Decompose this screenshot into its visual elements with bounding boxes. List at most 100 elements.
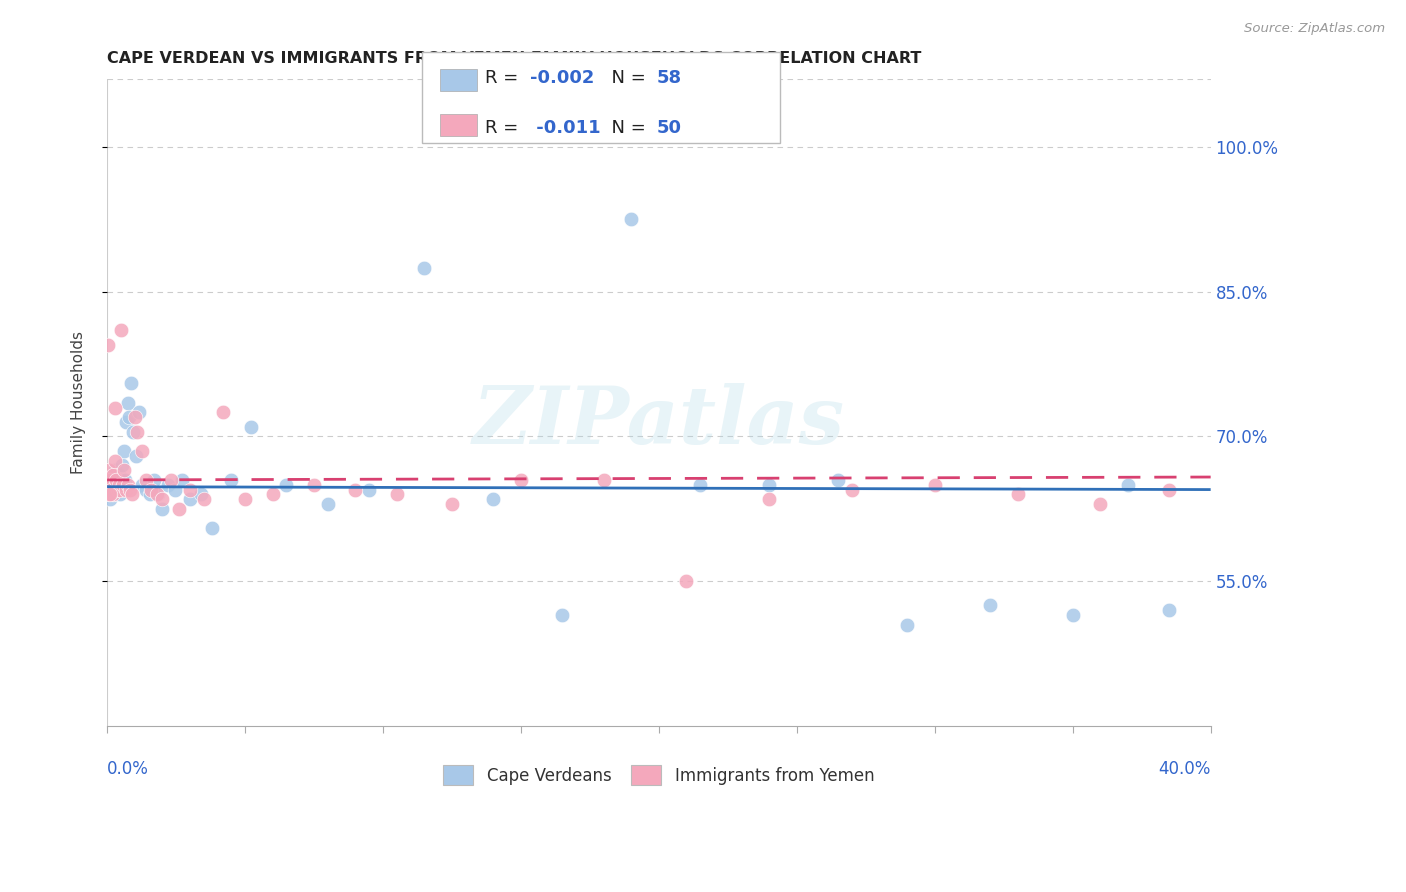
Point	[117, 477, 139, 491]
Point	[97, 338, 120, 352]
Point	[107, 477, 129, 491]
Text: CAPE VERDEAN VS IMMIGRANTS FROM YEMEN FAMILY HOUSEHOLDS CORRELATION CHART: CAPE VERDEAN VS IMMIGRANTS FROM YEMEN FA…	[107, 51, 921, 66]
Point	[114, 473, 136, 487]
Point	[212, 405, 235, 419]
Point	[924, 477, 946, 491]
Point	[179, 492, 201, 507]
Point	[193, 492, 215, 507]
Point	[841, 483, 863, 497]
Point	[620, 212, 643, 227]
Point	[1007, 487, 1029, 501]
Point	[509, 473, 531, 487]
Point	[896, 617, 918, 632]
Text: 58: 58	[657, 70, 682, 87]
Point	[110, 473, 132, 487]
Point	[135, 483, 157, 497]
Point	[156, 477, 179, 491]
Point	[128, 405, 150, 419]
Point	[108, 487, 131, 501]
Text: 40.0%: 40.0%	[1159, 760, 1211, 778]
Point	[114, 483, 136, 497]
Point	[675, 574, 697, 589]
Point	[131, 477, 153, 491]
Point	[979, 599, 1001, 613]
Point	[276, 477, 298, 491]
Point	[103, 477, 125, 491]
Point	[316, 497, 339, 511]
Point	[97, 487, 120, 501]
Point	[100, 477, 122, 491]
Point	[1213, 477, 1236, 491]
Point	[108, 468, 131, 483]
Point	[104, 401, 127, 415]
Point	[131, 444, 153, 458]
Legend: Cape Verdeans, Immigrants from Yemen: Cape Verdeans, Immigrants from Yemen	[437, 758, 882, 792]
Point	[302, 477, 325, 491]
Point	[101, 483, 124, 497]
Point	[118, 483, 141, 497]
Text: ZIPatlas: ZIPatlas	[472, 384, 845, 461]
Point	[201, 521, 224, 535]
Point	[101, 473, 124, 487]
Point	[190, 487, 212, 501]
Point	[112, 444, 135, 458]
Point	[111, 477, 134, 491]
Point	[98, 487, 121, 501]
Text: N =: N =	[600, 119, 652, 136]
Point	[115, 415, 138, 429]
Point	[344, 483, 367, 497]
Point	[124, 410, 146, 425]
Point	[111, 458, 134, 473]
Point	[262, 487, 284, 501]
Point	[98, 483, 121, 497]
Point	[1159, 483, 1181, 497]
Point	[233, 492, 256, 507]
Point	[101, 468, 124, 483]
Point	[125, 449, 148, 463]
Point	[107, 483, 129, 497]
Point	[135, 473, 157, 487]
Point	[385, 487, 408, 501]
Point	[120, 376, 142, 391]
Point	[104, 463, 127, 477]
Point	[150, 501, 173, 516]
Point	[127, 425, 149, 439]
Point	[98, 487, 121, 501]
Point	[110, 323, 132, 337]
Point	[112, 463, 135, 477]
Point	[105, 473, 128, 487]
Point	[98, 463, 121, 477]
Text: 0.0%: 0.0%	[107, 760, 149, 778]
Text: -0.011: -0.011	[530, 119, 600, 136]
Point	[103, 487, 125, 501]
Point	[440, 497, 463, 511]
Point	[121, 487, 143, 501]
Point	[413, 260, 436, 275]
Text: 50: 50	[657, 119, 682, 136]
Point	[239, 420, 262, 434]
Point	[100, 492, 122, 507]
Point	[146, 487, 169, 501]
Point	[758, 492, 780, 507]
Point	[107, 477, 129, 491]
Point	[163, 483, 186, 497]
Point	[159, 473, 181, 487]
Point	[100, 477, 122, 491]
Point	[689, 477, 711, 491]
Point	[1062, 608, 1084, 623]
Point	[111, 477, 134, 491]
Point	[359, 483, 381, 497]
Point	[179, 483, 201, 497]
Point	[139, 487, 162, 501]
Point	[170, 473, 193, 487]
Point	[101, 487, 124, 501]
Point	[98, 473, 121, 487]
Point	[118, 410, 141, 425]
Point	[219, 473, 242, 487]
Point	[97, 473, 120, 487]
Text: Source: ZipAtlas.com: Source: ZipAtlas.com	[1244, 22, 1385, 36]
Point	[482, 492, 505, 507]
Point	[551, 608, 574, 623]
Point	[103, 453, 125, 467]
Point	[1159, 603, 1181, 617]
